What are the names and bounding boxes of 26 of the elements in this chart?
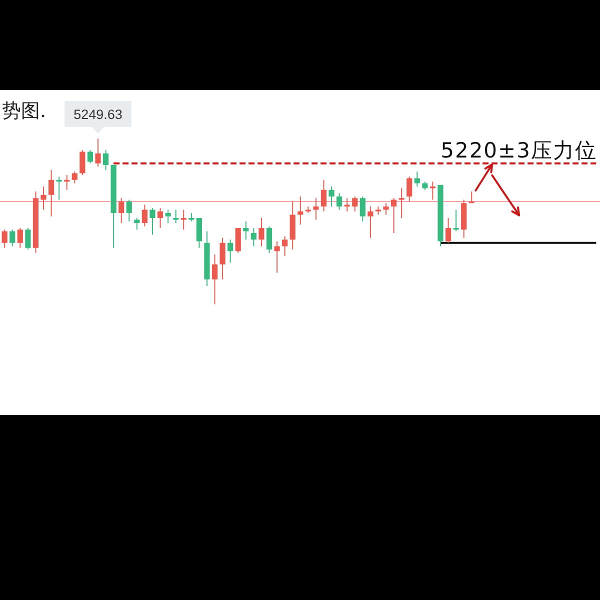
- candlestick: [204, 231, 210, 286]
- candlestick: [165, 210, 171, 224]
- annotation: 5249.63: [74, 107, 122, 122]
- candlestick: [64, 174, 70, 190]
- candlestick: [56, 176, 62, 200]
- candlestick: [398, 188, 404, 218]
- tooltip: 5249.63: [64, 101, 132, 134]
- candlestick: [134, 218, 140, 230]
- candlestick: [180, 210, 186, 230]
- candlestick: [453, 210, 459, 232]
- candlestick: [430, 182, 436, 200]
- chart-title: 势图.: [2, 100, 46, 122]
- annotation: 5220±3压力位: [440, 138, 597, 162]
- candlestick: [243, 221, 249, 240]
- candlestick: [40, 186, 46, 210]
- candlestick: [383, 203, 389, 215]
- candlestick: [25, 228, 31, 250]
- candlestick: [258, 218, 264, 246]
- candlestick: [438, 184, 444, 246]
- candlestick: [313, 198, 319, 220]
- candlestick: [274, 241, 280, 273]
- candlestick: [150, 208, 156, 235]
- candlestick: [95, 138, 101, 167]
- candlestick: [344, 198, 350, 212]
- candlestick: [328, 186, 334, 206]
- candlestick: [368, 206, 374, 238]
